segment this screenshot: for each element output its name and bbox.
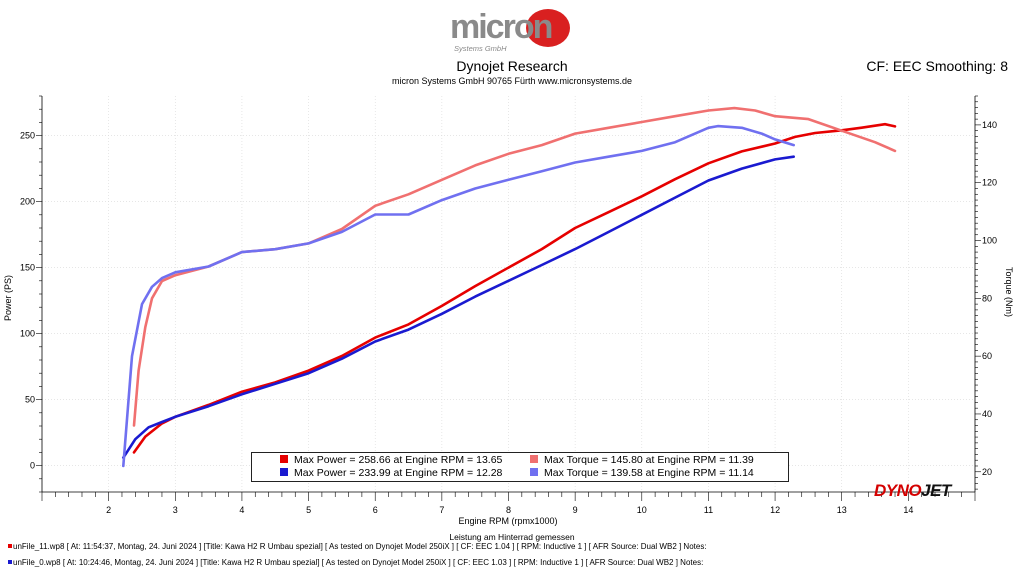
chart-subtitle: micron Systems GmbH 90765 Fürth www.micr… <box>391 76 633 86</box>
y-right-tick-label: 20 <box>982 467 992 477</box>
run-file: unFile_0.wp8 <box>13 558 61 567</box>
legend-entry-power-run2: Max Power = 233.99 at Engine RPM = 12.28 <box>280 467 502 480</box>
legend-entry-power-run1: Max Power = 258.66 at Engine RPM = 13.65 <box>280 454 502 467</box>
x-tick-label: 3 <box>173 505 178 515</box>
x-tick-label: 6 <box>373 505 378 515</box>
x-tick-label: 8 <box>506 505 511 515</box>
footer-note: Leistung am Hinterrad gemessen <box>449 532 575 542</box>
micron-logo: micron Systems GmbH <box>450 8 570 53</box>
torque-curve-run2 <box>122 124 796 468</box>
y-right-tick-label: 40 <box>982 409 992 419</box>
x-tick-label: 14 <box>903 505 913 515</box>
run-details: [ At: 10:24:46, Montag, 24. Juni 2024 ] … <box>62 558 704 567</box>
run-details: [ At: 11:54:37, Montag, 24. Juni 2024 ] … <box>66 542 707 551</box>
y-left-tick-label: 100 <box>20 329 35 339</box>
chart-title: Dynojet Research <box>456 58 568 74</box>
cf-label: CF: EEC Smoothing: 8 <box>866 58 1008 74</box>
x-tick-label: 2 <box>106 505 111 515</box>
legend-swatch <box>280 468 288 476</box>
chart-grid <box>42 96 975 492</box>
x-tick-label: 7 <box>439 505 444 515</box>
legend-entry-torque-run1: Max Torque = 145.80 at Engine RPM = 11.3… <box>530 454 754 467</box>
dynojet-logo: DYNOJET <box>874 481 951 500</box>
x-tick-label: 9 <box>573 505 578 515</box>
power-curve-run2 <box>122 155 796 460</box>
y-left-tick-label: 50 <box>25 395 35 405</box>
y-left-tick-label: 200 <box>20 197 35 207</box>
x-tick-label: 4 <box>239 505 244 515</box>
x-tick-label: 5 <box>306 505 311 515</box>
run-file: unFile_11.wp8 <box>13 542 65 551</box>
run-marker <box>8 544 12 548</box>
legend-label: Max Power = 258.66 at Engine RPM = 13.65 <box>294 454 503 466</box>
run-marker <box>8 560 12 564</box>
y-right-tick-label: 60 <box>982 351 992 361</box>
y-right-tick-label: 120 <box>982 178 997 188</box>
x-tick-label: 10 <box>637 505 647 515</box>
y-axis-right-label: Torque (Nm) <box>1004 267 1014 317</box>
torque-curve-run1 <box>132 106 897 427</box>
legend-label: Max Power = 233.99 at Engine RPM = 12.28 <box>294 467 503 479</box>
legend-entry-torque-run2: Max Torque = 139.58 at Engine RPM = 11.1… <box>530 467 754 480</box>
x-tick-label: 13 <box>837 505 847 515</box>
chart-axes: 2 3 4 5 6 7 8 9 10 11 12 13 140501001502002502040608… <box>20 95 997 515</box>
legend-swatch <box>530 455 538 463</box>
y-right-tick-label: 140 <box>982 120 997 130</box>
logo-text: micron <box>450 8 552 46</box>
y-left-tick-label: 150 <box>20 263 35 273</box>
logo-subtext: Systems GmbH <box>454 44 507 53</box>
x-axis-label: Engine RPM (rpmx1000) <box>458 516 557 526</box>
y-right-tick-label: 100 <box>982 236 997 246</box>
legend-swatch <box>530 468 538 476</box>
y-right-tick-label: 80 <box>982 293 992 303</box>
y-left-tick-label: 250 <box>20 131 35 141</box>
run-info-1: unFile_11.wp8 [ At: 11:54:37, Montag, 24… <box>8 542 707 551</box>
legend-label: Max Torque = 139.58 at Engine RPM = 11.1… <box>544 467 754 479</box>
power-curve-run1 <box>132 122 897 454</box>
x-tick-label: 12 <box>770 505 780 515</box>
x-tick-label: 11 <box>704 505 713 515</box>
chart-legend: Max Power = 258.66 at Engine RPM = 13.65… <box>251 452 789 482</box>
y-axis-left-label: Power (PS) <box>3 275 13 321</box>
legend-label: Max Torque = 145.80 at Engine RPM = 11.3… <box>544 454 754 466</box>
legend-swatch <box>280 455 288 463</box>
run-info-2: unFile_0.wp8 [ At: 10:24:46, Montag, 24.… <box>8 558 703 567</box>
chart-curves <box>122 106 897 468</box>
y-left-tick-label: 0 <box>30 461 35 471</box>
